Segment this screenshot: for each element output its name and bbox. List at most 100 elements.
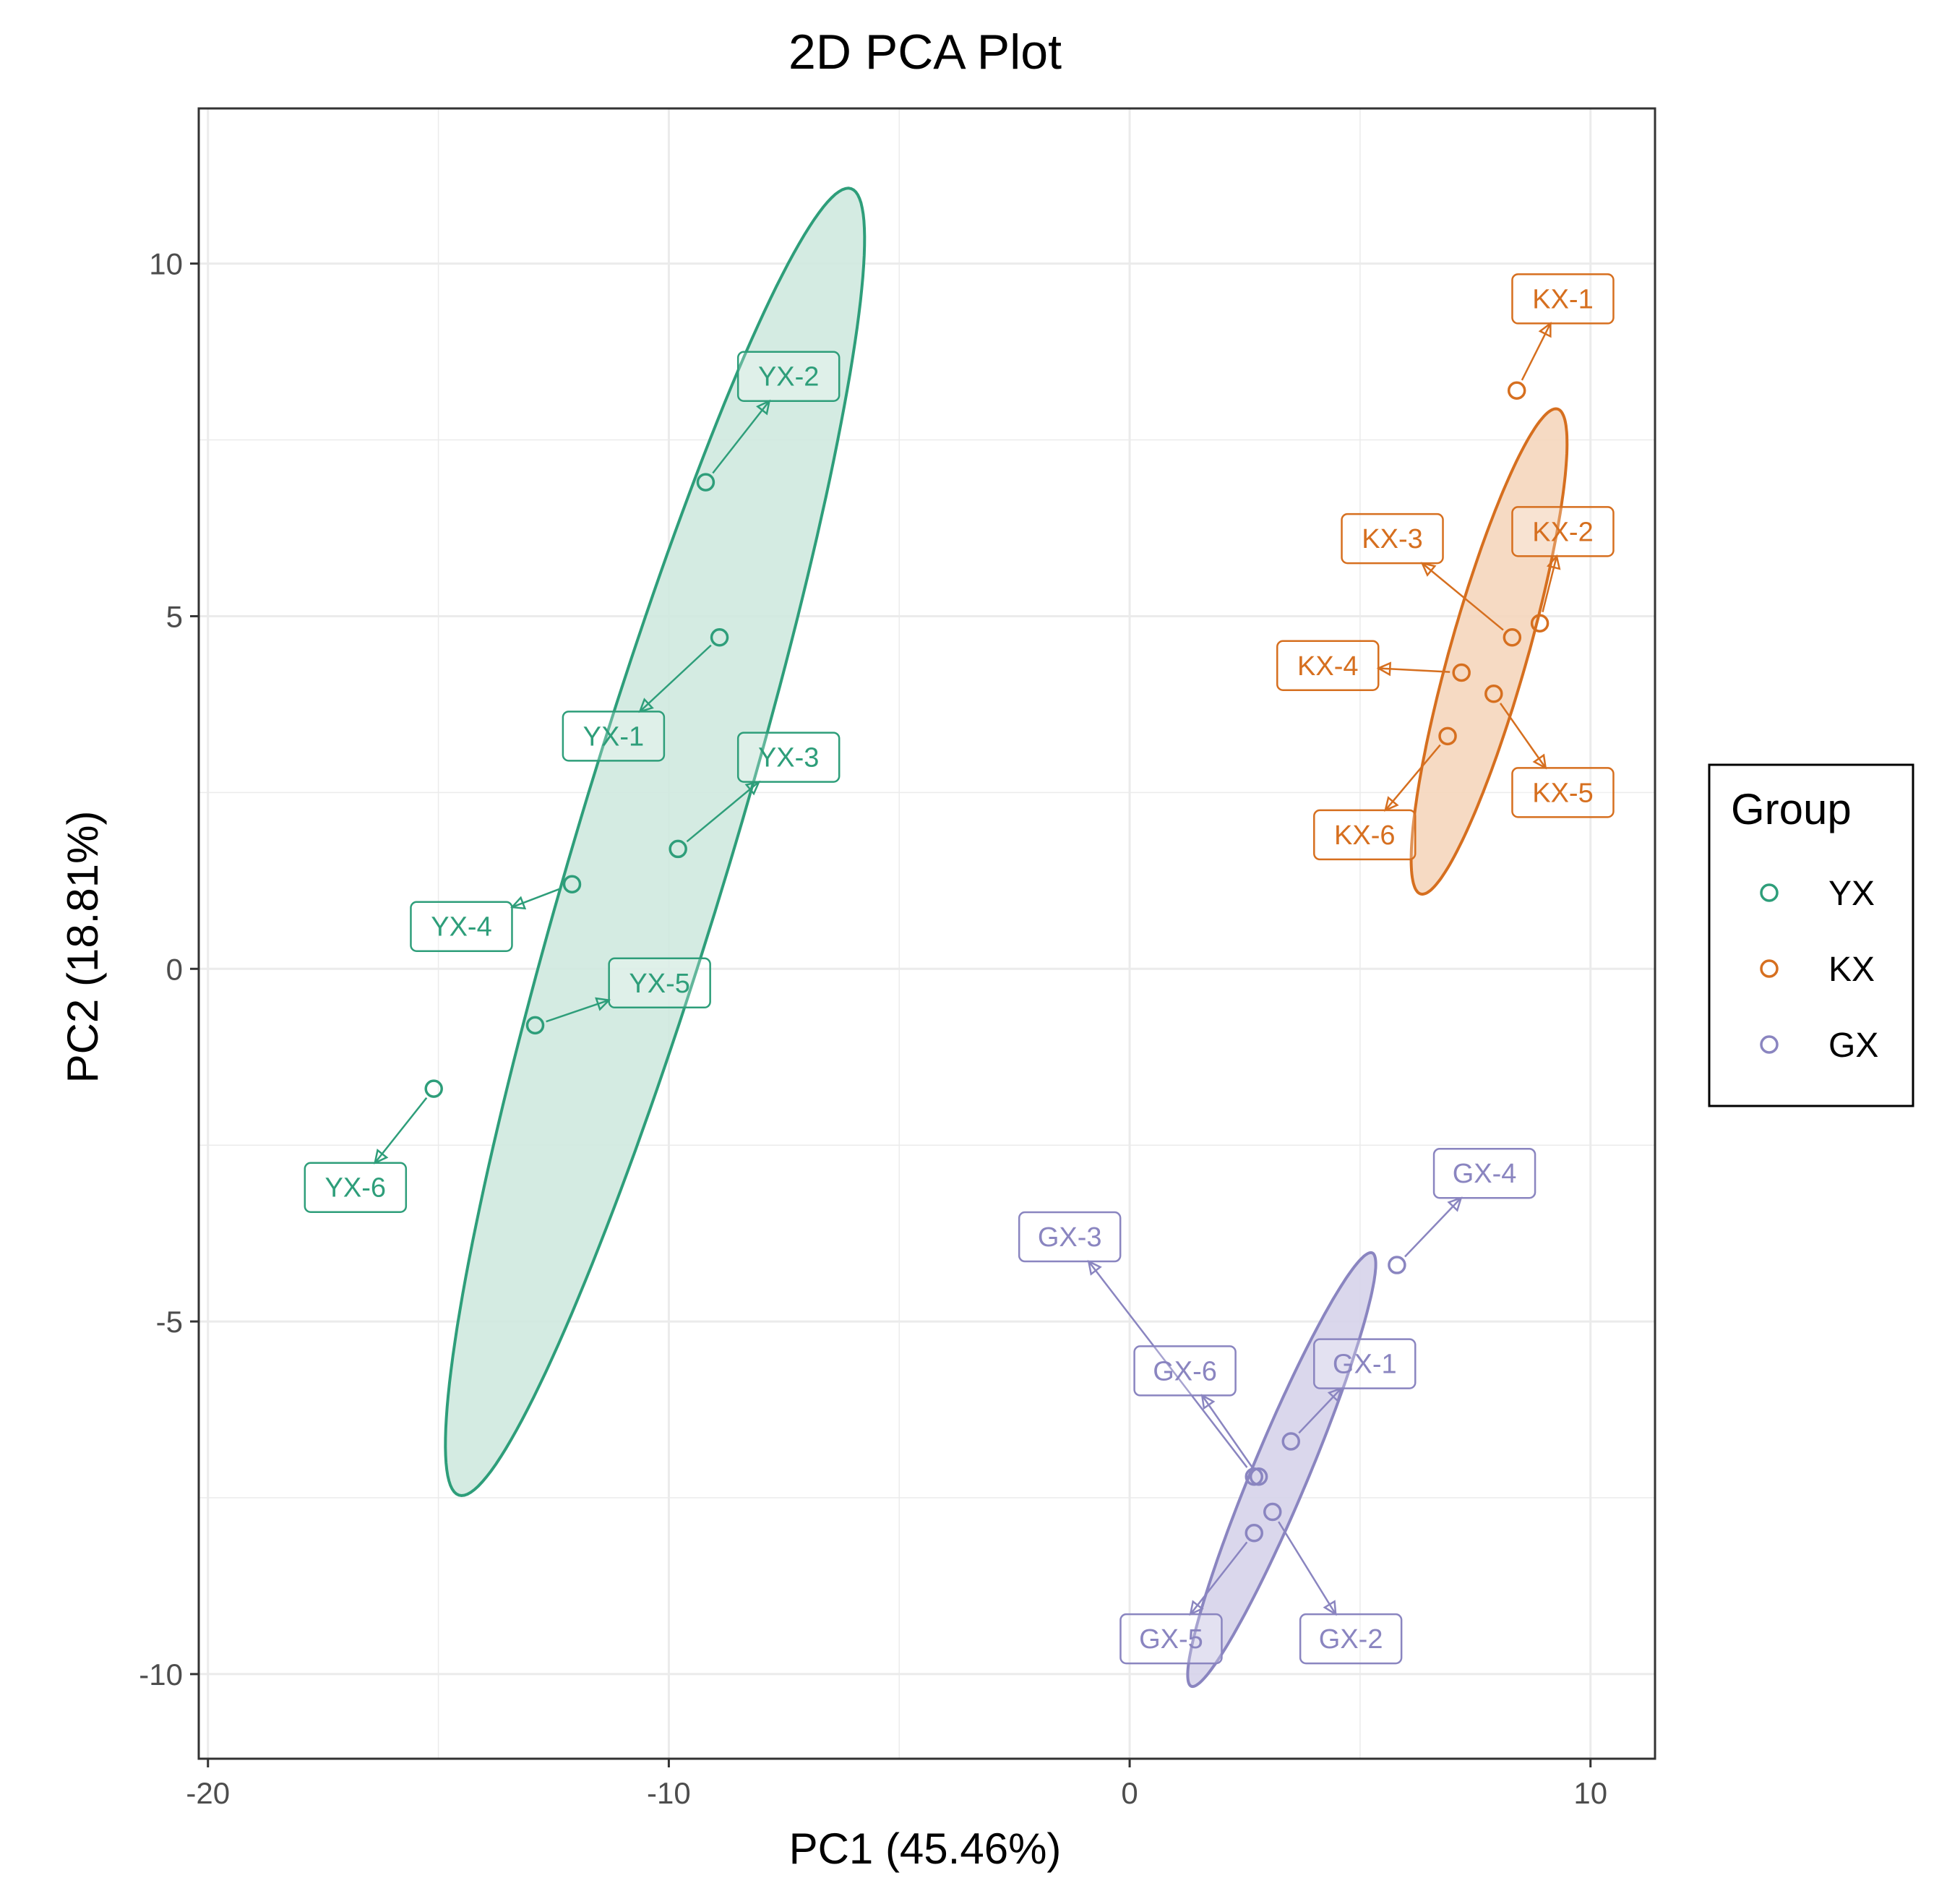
point-kx-5 [1484, 685, 1503, 703]
plot-background [199, 108, 1655, 1759]
point-gx-2 [1263, 1502, 1282, 1522]
y-axis-title: PC2 (18.81%) [59, 811, 107, 1084]
legend-label-kx: KX [1828, 951, 1875, 989]
label-box-gx-1 [1313, 1338, 1417, 1389]
label-box-yx-2 [736, 351, 841, 402]
connector-yx-3 [686, 781, 760, 843]
legend-label-gx: GX [1828, 1026, 1878, 1065]
connector-gx-1 [1298, 1387, 1342, 1434]
arrowhead-kx-4 [1376, 661, 1392, 677]
point-yx-1 [710, 627, 729, 647]
point-yx-5 [525, 1016, 545, 1035]
point-gx-6 [1249, 1467, 1268, 1486]
legend-key-yx [1760, 883, 1779, 902]
legend-label-yx: YX [1828, 875, 1875, 913]
legend-key-gx [1760, 1035, 1779, 1054]
label-box-kx-2 [1511, 506, 1615, 557]
connector-yx-1 [639, 644, 712, 713]
point-yx-3 [669, 839, 687, 859]
label-yx-4: YX-4 [431, 912, 491, 943]
y-tick-label: -5 [156, 1305, 183, 1339]
connector-kx-3 [1422, 562, 1504, 631]
connector-gx-6 [1201, 1394, 1253, 1468]
arrowhead-yx-3 [744, 780, 761, 796]
label-box-gx-6 [1133, 1345, 1237, 1397]
arrowhead-gx-2 [1323, 1600, 1337, 1616]
x-tick-label: 0 [1121, 1776, 1138, 1810]
y-tick-label: 10 [149, 247, 183, 281]
arrowhead-yx-2 [756, 399, 771, 416]
label-box-yx-5 [608, 957, 711, 1009]
connector-yx-6 [374, 1097, 428, 1164]
label-box-yx-1 [562, 711, 666, 762]
label-gx-5: GX-5 [1139, 1624, 1203, 1655]
label-gx-3: GX-3 [1038, 1222, 1102, 1253]
label-box-kx-4 [1276, 640, 1380, 692]
label-box-kx-1 [1511, 273, 1615, 325]
y-tick-label: -10 [139, 1658, 183, 1691]
legend-title: Group [1731, 785, 1852, 833]
point-gx-1 [1281, 1432, 1300, 1451]
x-axis-title: PC1 (45.46%) [789, 1824, 1062, 1873]
label-yx-6: YX-6 [325, 1173, 386, 1204]
chart-title: 2D PCA Plot [788, 25, 1062, 80]
label-kx-3: KX-3 [1362, 524, 1422, 554]
axes: -20 -10 0 10 -10 -5 0 5 10 [139, 107, 1656, 1810]
point-yx-4 [562, 875, 582, 893]
arrowhead-yx-6 [374, 1148, 389, 1165]
connector-yx-4 [512, 887, 562, 909]
point-gx-5 [1245, 1524, 1263, 1543]
arrowhead-gx-4 [1447, 1196, 1463, 1212]
arrowhead-gx-1 [1327, 1386, 1343, 1403]
arrowhead-yx-5 [595, 997, 611, 1011]
ellipse-gx [1186, 1251, 1377, 1689]
x-tick-label: -10 [647, 1776, 691, 1810]
label-gx-6: GX-6 [1153, 1356, 1217, 1386]
connector-kx-5 [1499, 703, 1547, 769]
label-yx-5: YX-5 [629, 969, 689, 999]
label-kx-1: KX-1 [1532, 284, 1593, 314]
label-yx-1: YX-1 [583, 721, 644, 752]
label-box-gx-4 [1432, 1147, 1536, 1199]
legend: Group YX KX GX [1708, 763, 1914, 1107]
label-kx-5: KX-5 [1532, 778, 1593, 808]
arrowhead-gx-3 [1087, 1259, 1102, 1276]
connector-kx-2 [1542, 556, 1558, 613]
plot-panel [199, 108, 1655, 1759]
point-kx-3 [1503, 627, 1522, 647]
label-kx-4: KX-4 [1297, 651, 1358, 682]
ellipse-yx [444, 186, 867, 1498]
label-gx-1: GX-1 [1333, 1350, 1397, 1380]
arrowhead-kx-5 [1532, 753, 1547, 770]
point-gx-4 [1388, 1256, 1406, 1274]
label-gx-4: GX-4 [1453, 1159, 1517, 1189]
label-kx-2: KX-2 [1532, 517, 1593, 547]
point-yx-2 [696, 473, 715, 492]
connector-gx-5 [1190, 1541, 1248, 1615]
data-points [424, 381, 1549, 1543]
label-box-kx-5 [1511, 767, 1615, 818]
arrowhead-kx-2 [1546, 554, 1561, 570]
point-kx-1 [1507, 381, 1526, 400]
y-tick-label: 5 [166, 599, 183, 633]
label-kx-6: KX-6 [1334, 820, 1395, 851]
label-connectors [374, 321, 1561, 1616]
point-labels: YX-1 YX-2 YX-3 YX-4 YX-5 YX-6 KX-1 KX-2 KX-3 KX-4… [304, 273, 1615, 1665]
point-kx-2 [1530, 614, 1549, 633]
label-box-gx-5 [1119, 1613, 1223, 1665]
confidence-ellipses [444, 186, 1569, 1689]
legend-key-kx [1760, 959, 1779, 978]
point-yx-6 [424, 1079, 443, 1098]
label-yx-3: YX-3 [758, 743, 819, 773]
connector-gx-4 [1404, 1197, 1462, 1258]
label-box-kx-6 [1313, 809, 1417, 861]
label-box-yx-3 [736, 732, 841, 783]
label-gx-2: GX-2 [1319, 1624, 1383, 1655]
point-kx-6 [1438, 726, 1457, 746]
arrowhead-yx-4 [510, 896, 527, 910]
ellipse-kx [1409, 407, 1569, 896]
arrowhead-kx-1 [1538, 321, 1552, 338]
connector-gx-3 [1088, 1261, 1248, 1468]
connector-kx-6 [1384, 744, 1441, 811]
